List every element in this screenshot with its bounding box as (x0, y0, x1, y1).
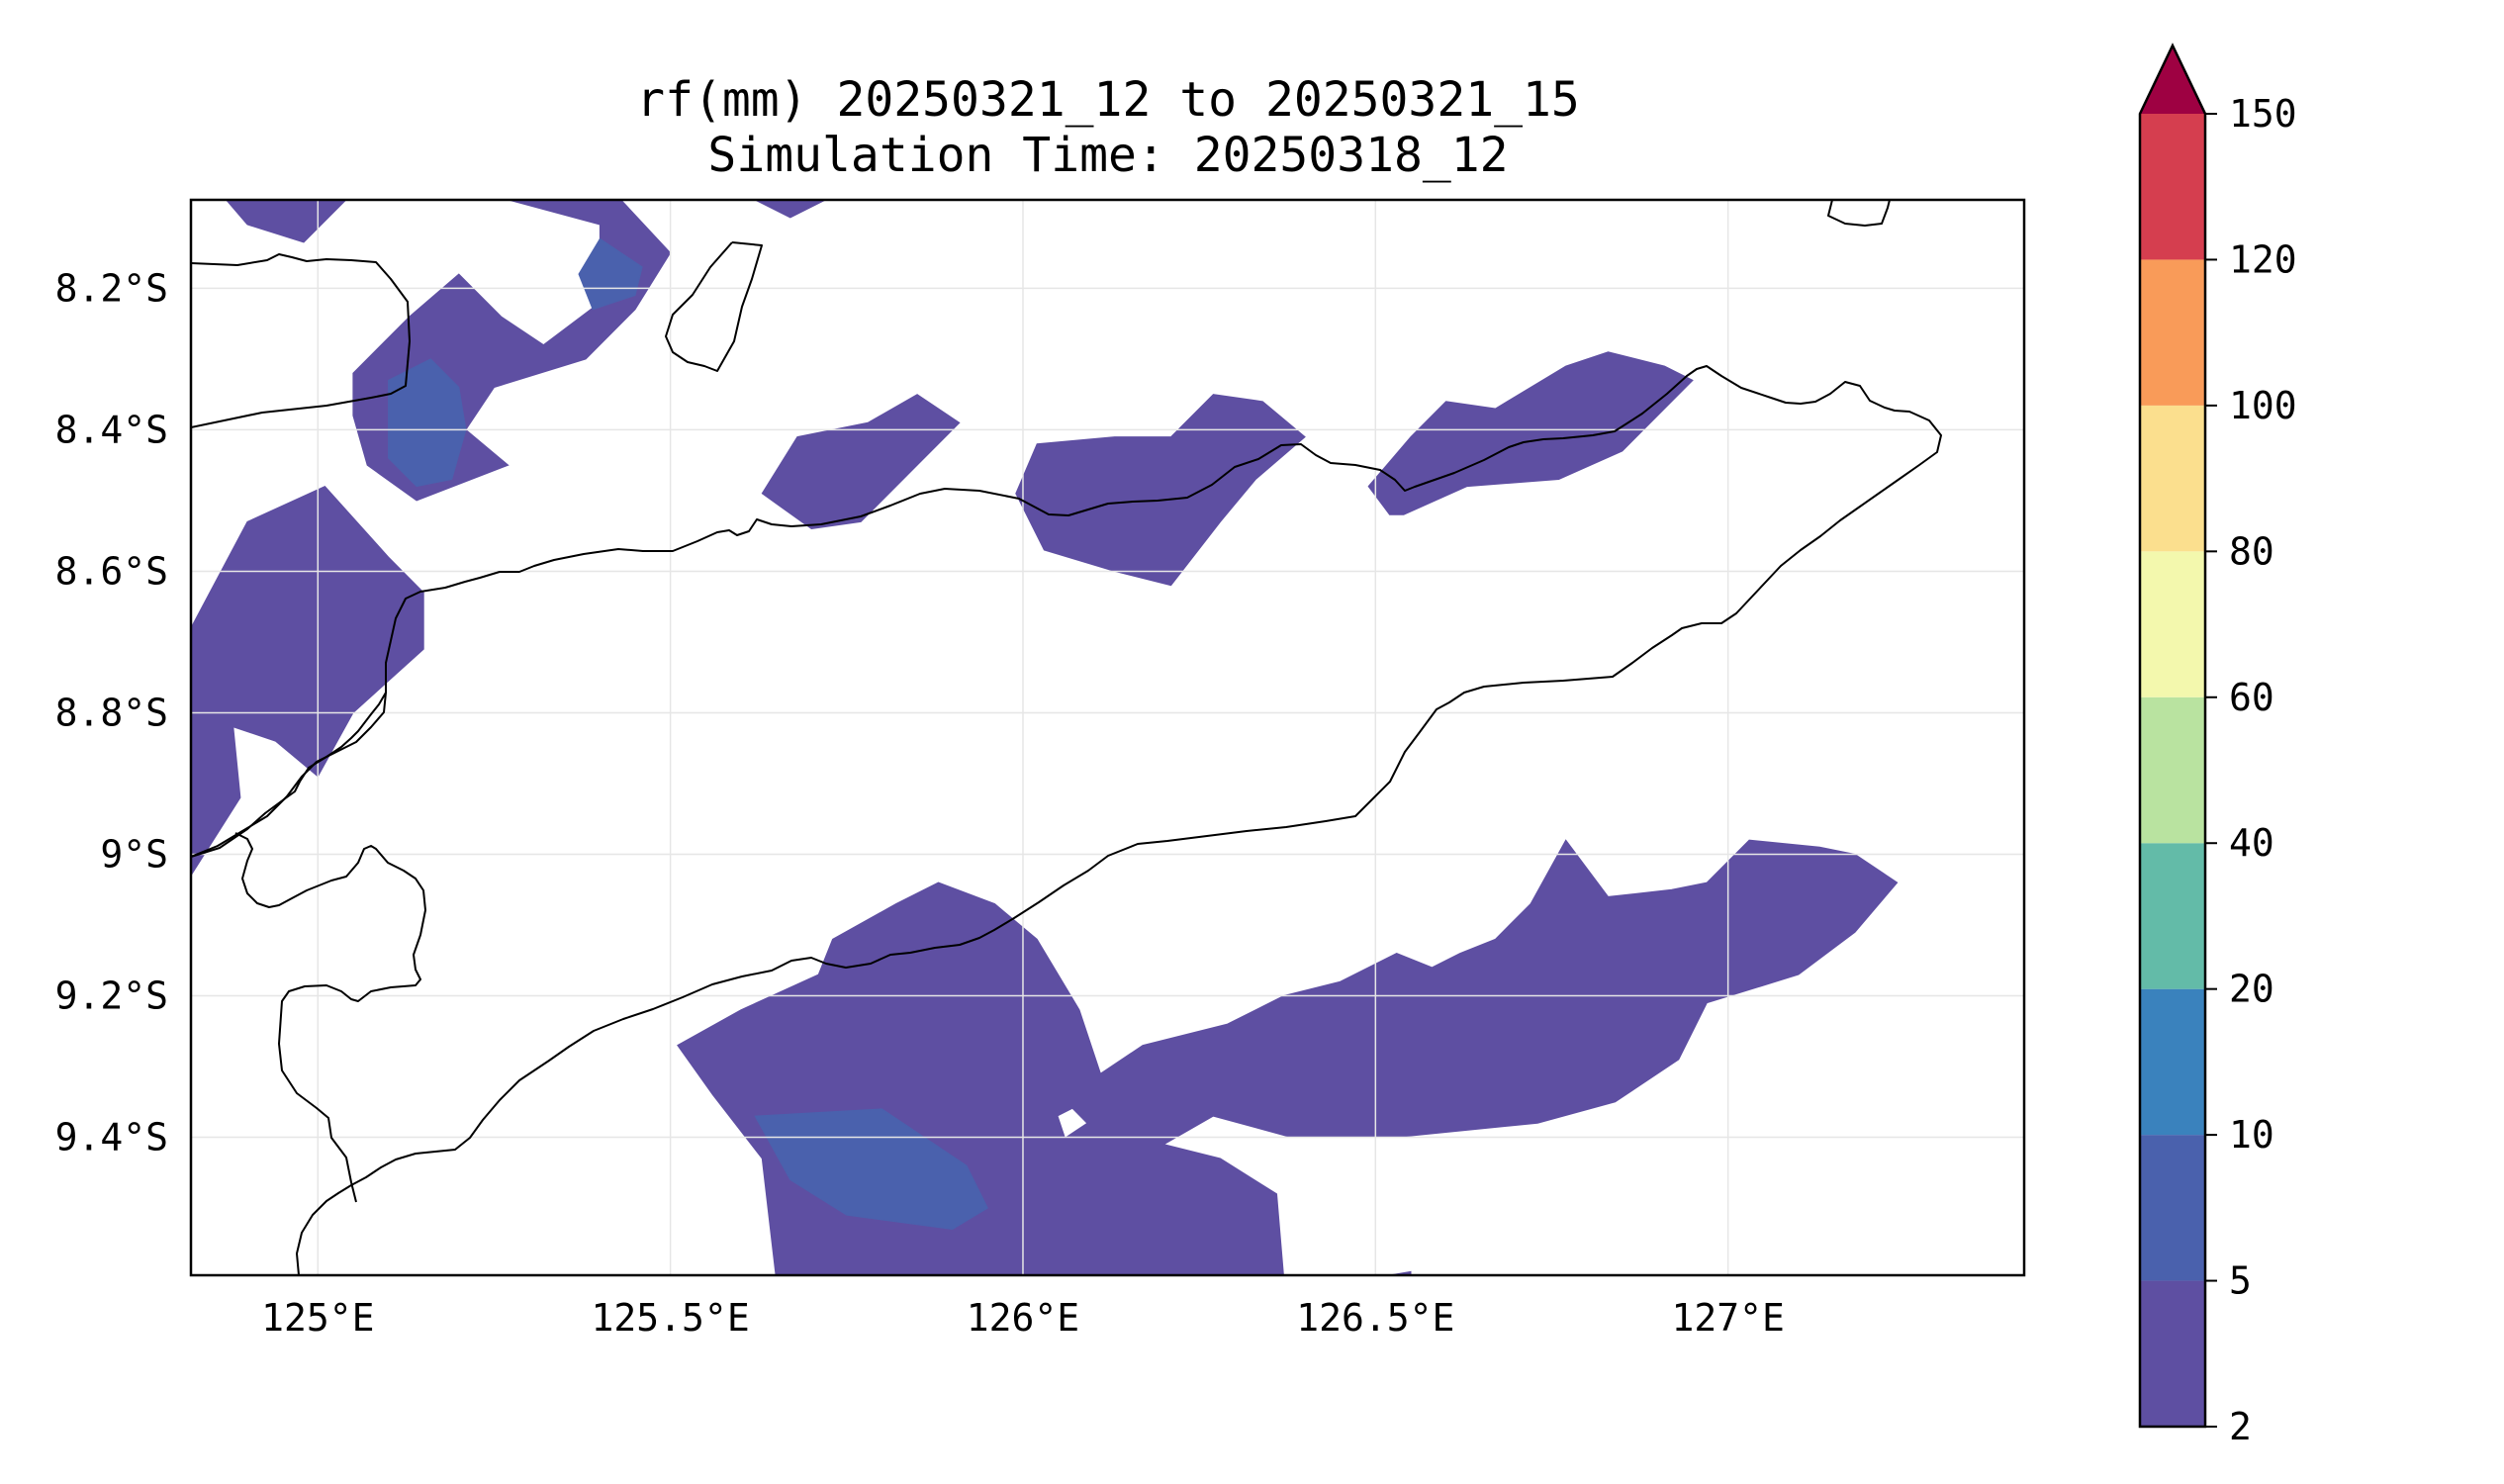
colorbar-segment-20-40 (2140, 843, 2205, 989)
rain-hole-0 (1058, 1108, 1087, 1138)
rain-region-1-2 (578, 237, 643, 311)
title-line-1: rf(mm) 20250321_12 to 20250321_15 (636, 72, 1580, 128)
title: rf(mm) 20250321_12 to 20250321_15 Simula… (636, 72, 1580, 183)
y-tick-label-2: 8.6°S (55, 549, 168, 593)
colorbar-segment-40-60 (2140, 696, 2205, 844)
coastlines (191, 200, 1942, 1275)
colorbar-segment-5-10 (2140, 1135, 2205, 1281)
rain-region-4-0 (761, 394, 961, 530)
colorbar-segment-2-5 (2140, 1280, 2205, 1427)
coastline-timor-west (191, 692, 387, 858)
coastline-atauro (665, 241, 763, 372)
colorbar: 2 5 10 20 40 60 80 100 120 150 (2138, 43, 2297, 1448)
colorbar-segment-10-20 (2140, 988, 2205, 1136)
colorbar-segment-60-80 (2140, 551, 2205, 697)
rain-region-7-1 (754, 1108, 988, 1231)
colorbar-label-150: 150 (2229, 92, 2297, 136)
colorbar-label-2: 2 (2229, 1405, 2252, 1448)
y-tick-label-6: 9.4°S (55, 1116, 168, 1159)
x-tick-label-1: 125.5°E (592, 1296, 750, 1340)
colorbar-segment-100-120 (2140, 259, 2205, 406)
coastline-top-right-islet (1827, 200, 1891, 227)
rain-region-2-0 (754, 200, 826, 219)
coastline-wetar-north (191, 253, 411, 428)
map-panel: 125°E 125.5°E 126°E 126.5°E 127°E 8.2°S 8.4°S… (55, 198, 2026, 1340)
x-tick-label-3: 126.5°E (1296, 1296, 1454, 1340)
latitude-axis: 8.2°S 8.4°S 8.6°S 8.8°S 9°S 9.2°S 9.4°S (55, 266, 168, 1159)
colorbar-label-100: 100 (2229, 384, 2297, 427)
title-line-2: Simulation Time: 20250318_12 (707, 128, 1508, 183)
rainfall-contours (191, 200, 1899, 1275)
y-tick-label-1: 8.4°S (55, 408, 168, 451)
y-tick-label-3: 8.8°S (55, 691, 168, 734)
colorbar-segment-120-150 (2140, 114, 2205, 260)
map-frame (189, 198, 2026, 1277)
colorbar-label-5: 5 (2229, 1259, 2252, 1303)
gridlines (191, 200, 2024, 1275)
longitude-axis: 125°E 125.5°E 126°E 126.5°E 127°E (261, 1296, 1785, 1340)
colorbar-outline (2138, 43, 2207, 1429)
rain-region-0-0 (225, 200, 347, 243)
colorbar-label-60: 60 (2229, 676, 2274, 719)
coastline-bay (234, 832, 426, 1203)
x-tick-label-2: 126°E (967, 1296, 1079, 1340)
y-tick-label-0: 8.2°S (55, 266, 168, 310)
colorbar-label-40: 40 (2229, 821, 2274, 865)
colorbar-label-20: 20 (2229, 968, 2274, 1011)
coastline-timor-north (191, 365, 1942, 1275)
colorbar-label-80: 80 (2229, 529, 2274, 573)
rain-region-7-0 (677, 839, 1899, 1275)
x-tick-label-4: 127°E (1671, 1296, 1784, 1340)
y-tick-label-4: 9°S (100, 832, 168, 876)
x-tick-label-0: 125°E (261, 1296, 374, 1340)
colorbar-label-120: 120 (2229, 237, 2297, 281)
colorbar-label-10: 10 (2229, 1113, 2274, 1157)
y-tick-label-5: 9.2°S (55, 974, 168, 1018)
colorbar-segment-80-100 (2140, 405, 2205, 552)
colorbar-extend-max (2140, 46, 2205, 114)
